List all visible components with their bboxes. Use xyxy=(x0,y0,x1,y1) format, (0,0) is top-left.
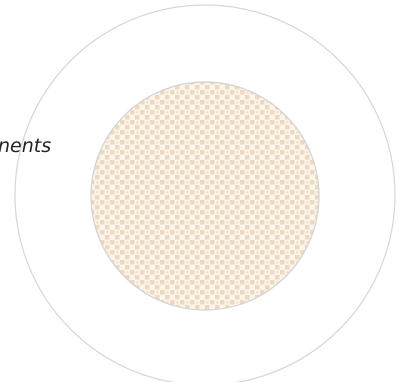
outer-ring-label: nents xyxy=(0,135,51,157)
inner-disc-pattern xyxy=(90,81,320,311)
